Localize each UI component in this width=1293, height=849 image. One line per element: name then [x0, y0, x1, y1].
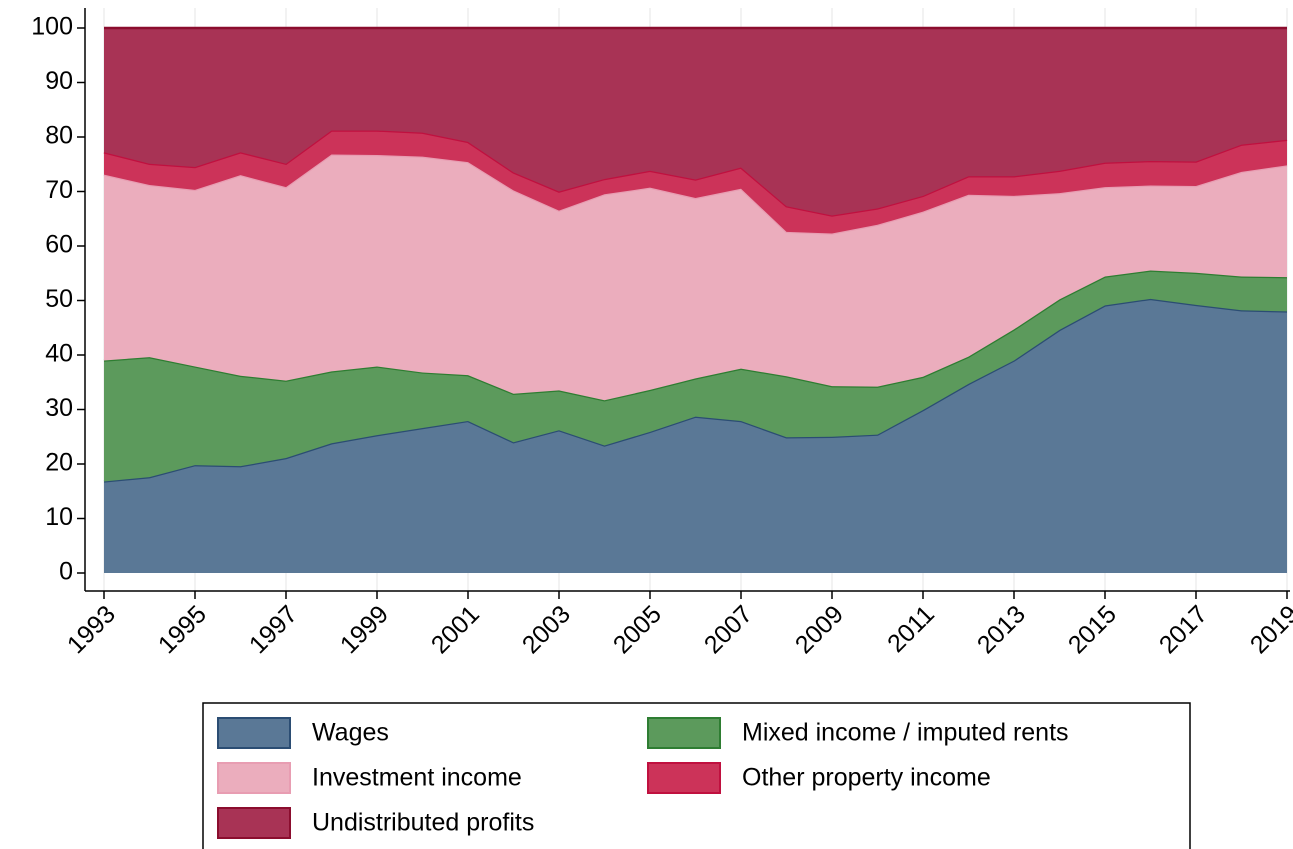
x-tick-label: 2015: [1063, 600, 1122, 659]
legend-label: Other property income: [742, 764, 991, 792]
area: [104, 298, 1287, 573]
legend-swatch: [647, 762, 721, 794]
y-tick-label: 50: [45, 285, 73, 313]
x-tick-label: 2007: [699, 600, 758, 659]
y-tick-label: 70: [45, 176, 73, 204]
x-tick-label: 2003: [517, 600, 576, 659]
area: [104, 154, 1287, 401]
legend-label: Mixed income / imputed rents: [742, 719, 1069, 747]
legend-swatch: [217, 762, 291, 794]
x-tick-label: 2001: [426, 600, 485, 659]
legend-swatch: [217, 717, 291, 749]
legend-swatch: [217, 807, 291, 839]
x-tick-label: 2011: [882, 600, 940, 658]
legend-label: Undistributed profits: [312, 809, 534, 837]
x-tick-label: 2019: [1245, 600, 1293, 659]
y-tick-label: 10: [45, 503, 73, 531]
y-tick-label: 60: [45, 231, 73, 259]
y-tick-label: 100: [31, 13, 73, 41]
y-tick-label: 30: [45, 394, 73, 422]
x-tick-label: 1995: [153, 600, 212, 659]
area: [104, 28, 1287, 216]
legend-label: Investment income: [312, 764, 522, 792]
x-tick-label: 2005: [608, 600, 667, 659]
area: [104, 270, 1287, 482]
area: [104, 130, 1287, 234]
y-tick-label: 40: [45, 340, 73, 368]
x-tick-label: 2013: [972, 600, 1031, 659]
y-tick-label: 20: [45, 449, 73, 477]
x-tick-label: 2017: [1154, 600, 1213, 659]
x-tick-label: 1997: [244, 600, 303, 659]
y-tick-label: 90: [45, 67, 73, 95]
x-tick-label: 2009: [790, 600, 849, 659]
x-tick-label: 1993: [62, 600, 121, 659]
y-tick-label: 80: [45, 122, 73, 150]
x-tick-label: 1999: [335, 600, 394, 659]
legend-swatch: [647, 717, 721, 749]
y-tick-label: 0: [59, 558, 73, 586]
legend-label: Wages: [312, 719, 389, 747]
